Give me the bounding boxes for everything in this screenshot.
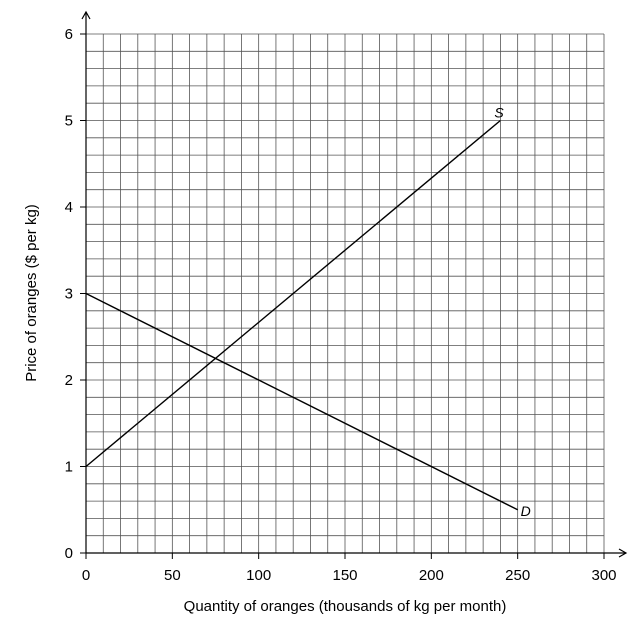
y-axis-label: Price of oranges ($ per kg) <box>23 204 40 382</box>
x-tick-label: 250 <box>505 567 530 584</box>
x-tick-label: 50 <box>164 567 181 584</box>
tick-labels: 0 50 100 150 200 250 300 0 1 2 3 4 5 6 S D <box>65 26 617 584</box>
x-axis-arrow <box>618 548 628 558</box>
axes <box>80 10 628 559</box>
series-label-s: S <box>494 105 504 121</box>
y-tick-label: 3 <box>65 286 73 303</box>
series-label-d: D <box>521 503 531 519</box>
x-tick-label: 100 <box>246 567 271 584</box>
y-tick-label: 2 <box>65 372 73 389</box>
grid <box>85 33 605 554</box>
x-tick-label: 200 <box>419 567 444 584</box>
series-line-s <box>85 119 501 468</box>
y-tick-label: 6 <box>65 26 73 43</box>
y-tick-label: 5 <box>65 113 73 130</box>
x-tick-label: 150 <box>332 567 357 584</box>
x-tick-label: 300 <box>591 567 616 584</box>
series-line-d <box>85 292 518 511</box>
y-tick-label: 0 <box>65 545 73 562</box>
y-tick-label: 4 <box>65 199 73 216</box>
series-lines <box>85 119 518 511</box>
x-tick-label: 0 <box>82 567 90 584</box>
y-tick-label: 1 <box>65 459 73 476</box>
x-axis-label: Quantity of oranges (thousands of kg per… <box>184 598 507 615</box>
y-axis-arrow <box>81 10 91 20</box>
